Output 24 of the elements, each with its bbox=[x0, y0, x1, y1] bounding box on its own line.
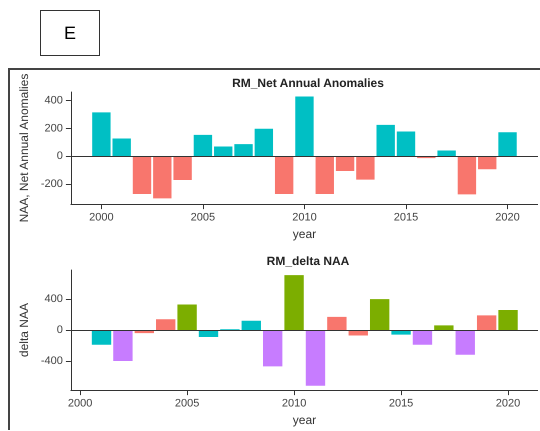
x-tick-label: 2015 bbox=[388, 398, 414, 410]
x-axis-title: year bbox=[292, 227, 316, 241]
chart-title: RM_Net Annual Anomalies bbox=[232, 76, 384, 90]
x-tick-label: 2000 bbox=[68, 398, 92, 410]
x-axis-title: year bbox=[292, 413, 316, 427]
y-tick-label: 200 bbox=[44, 122, 63, 134]
y-axis-title: delta NAA bbox=[17, 303, 31, 358]
y-tick-label: 400 bbox=[44, 94, 63, 107]
x-tick-label: 2020 bbox=[495, 212, 520, 224]
y-axis-title: NAA, Net Annual Anomalies bbox=[17, 74, 31, 222]
x-tick-label: 2010 bbox=[292, 212, 317, 224]
x-tick-label: 2005 bbox=[190, 212, 216, 224]
x-tick-label: 2020 bbox=[496, 398, 520, 410]
x-tick-label: 2010 bbox=[282, 398, 306, 410]
chart-title: RM_delta NAA bbox=[266, 254, 350, 268]
x-tick-label: 2005 bbox=[174, 398, 200, 410]
y-tick-label: 400 bbox=[44, 293, 63, 306]
text: E bbox=[40, 10, 100, 56]
y-tick-label: 0 bbox=[56, 324, 63, 336]
x-tick-label: 2000 bbox=[89, 212, 114, 224]
x-tick-label: 2015 bbox=[394, 212, 418, 224]
y-tick-label: 0 bbox=[56, 150, 63, 162]
y-tick-label: -200 bbox=[40, 178, 63, 190]
y-tick-label: -400 bbox=[40, 354, 63, 367]
